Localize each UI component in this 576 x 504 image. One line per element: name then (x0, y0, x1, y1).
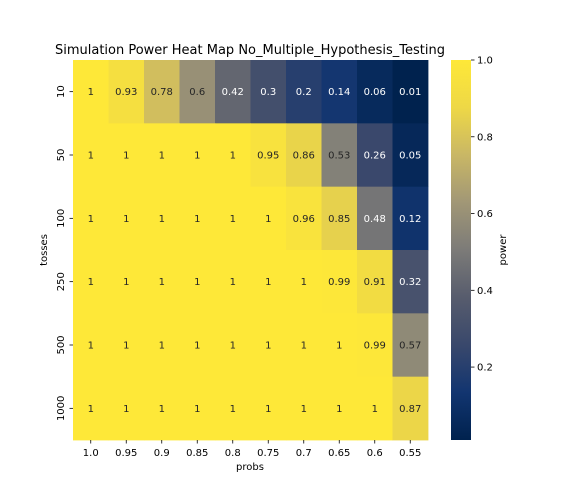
cell-value-label: 1 (88, 151, 94, 162)
cell-value-label: 0.32 (399, 277, 421, 288)
cell-value-label: 1 (194, 151, 200, 162)
cell-value-label: 1 (194, 404, 200, 415)
cell-value-label: 1 (159, 404, 165, 415)
cell-value-label: 0.53 (328, 151, 350, 162)
cell-value-label: 1 (123, 277, 129, 288)
cell-value-label: 1 (88, 341, 94, 352)
cell-value-label: 1 (336, 341, 342, 352)
cell-value-label: 1 (88, 214, 94, 225)
colorbar-tick-label: 1.0 (477, 56, 493, 67)
cell-value-label: 0.3 (260, 87, 276, 98)
y-axis-label: tosses (39, 234, 50, 266)
cell-value-label: 0.14 (328, 87, 350, 98)
cell-value-label: 0.99 (364, 341, 386, 352)
x-tick-label: 0.7 (296, 448, 312, 459)
cell-value-label: 0.95 (257, 151, 279, 162)
x-axis-ticks: 1.0 0.95 0.9 0.85 0.8 0.75 0.7 0.65 0.6 0.55 (83, 440, 422, 459)
cell-value-label: 0.78 (151, 87, 173, 98)
cell-value-label: 0.57 (399, 341, 421, 352)
cell-value-label: 1 (265, 277, 271, 288)
cell-value-label: 0.86 (293, 151, 315, 162)
colorbar-label: power (498, 234, 509, 266)
cell-value-label: 0.85 (328, 214, 350, 225)
cell-value-label: 0.01 (399, 87, 421, 98)
cell-value-label: 1 (265, 341, 271, 352)
x-tick-label: 1.0 (83, 448, 99, 459)
cell-value-label: 1 (230, 277, 236, 288)
x-tick-label: 0.6 (367, 448, 383, 459)
cell-value-label: 0.93 (115, 87, 137, 98)
cell-value-label: 1 (88, 277, 94, 288)
cell-value-label: 0.2 (296, 87, 312, 98)
cell-value-label: 1 (194, 214, 200, 225)
y-tick-label: 10 (56, 85, 67, 98)
cell-value-label: 1 (123, 341, 129, 352)
cell-value-label: 1 (230, 151, 236, 162)
colorbar-tick-label: 0.4 (477, 286, 493, 297)
y-tick-label: 100 (56, 209, 67, 228)
cell-value-label: 0.42 (222, 87, 244, 98)
cell-value-label: 1 (194, 341, 200, 352)
x-tick-label: 0.55 (399, 448, 421, 459)
cell-value-label: 1 (230, 214, 236, 225)
y-tick-label: 1000 (56, 396, 67, 421)
x-tick-label: 0.85 (186, 448, 208, 459)
y-tick-label: 50 (56, 149, 67, 162)
cell-value-label: 1 (230, 404, 236, 415)
y-axis-ticks: 10 50 100 250 500 1000 (56, 85, 73, 421)
x-tick-label: 0.9 (154, 448, 170, 459)
colorbar-tick-label: 0.2 (477, 363, 493, 374)
y-tick-label: 500 (56, 335, 67, 354)
cell-value-label: 1 (301, 404, 307, 415)
heatmap-cells: 1 0.93 0.78 0.6 0.42 0.3 0.2 0.14 0.06 0.01 1 1 1 1 1 0… (73, 60, 428, 440)
cell-value-label: 1 (265, 214, 271, 225)
cell-value-label: 1 (265, 404, 271, 415)
cell-value-label: 0.87 (399, 404, 421, 415)
cell-value-label: 1 (301, 341, 307, 352)
cell-value-label: 0.12 (399, 214, 421, 225)
cell-value-label: 1 (88, 87, 94, 98)
cell-value-label: 1 (301, 277, 307, 288)
colorbar-tick-label: 0.6 (477, 209, 493, 220)
cell-value-label: 0.99 (328, 277, 350, 288)
colorbar-ticks: 0.2 0.4 0.6 0.8 1.0 (471, 56, 493, 374)
cell-value-label: 1 (123, 404, 129, 415)
cell-value-label: 1 (123, 151, 129, 162)
x-tick-label: 0.75 (257, 448, 279, 459)
colorbar-tick-label: 0.8 (477, 132, 493, 143)
cell-value-label: 0.26 (364, 151, 386, 162)
cell-value-label: 1 (194, 277, 200, 288)
cell-value-label: 0.48 (364, 214, 386, 225)
cell-value-label: 1 (159, 151, 165, 162)
cell-value-label: 1 (123, 214, 129, 225)
cell-value-label: 0.96 (293, 214, 315, 225)
cell-value-label: 1 (372, 404, 378, 415)
cell-value-label: 1 (88, 404, 94, 415)
cell-value-label: 0.91 (364, 277, 386, 288)
y-tick-label: 250 (56, 272, 67, 291)
cell-value-label: 0.05 (399, 151, 421, 162)
cell-value-label: 0.06 (364, 87, 386, 98)
x-axis-label: probs (236, 462, 264, 473)
x-tick-label: 0.95 (115, 448, 137, 459)
x-tick-label: 0.65 (328, 448, 350, 459)
cell-value-label: 0.6 (189, 87, 205, 98)
colorbar (451, 60, 471, 440)
cell-value-label: 1 (159, 277, 165, 288)
cell-value-label: 1 (159, 341, 165, 352)
x-tick-label: 0.8 (225, 448, 241, 459)
cell-value-label: 1 (336, 404, 342, 415)
cell-value-label: 1 (159, 214, 165, 225)
cell-value-label: 1 (230, 341, 236, 352)
chart-title: Simulation Power Heat Map No_Multiple_Hy… (55, 43, 445, 58)
